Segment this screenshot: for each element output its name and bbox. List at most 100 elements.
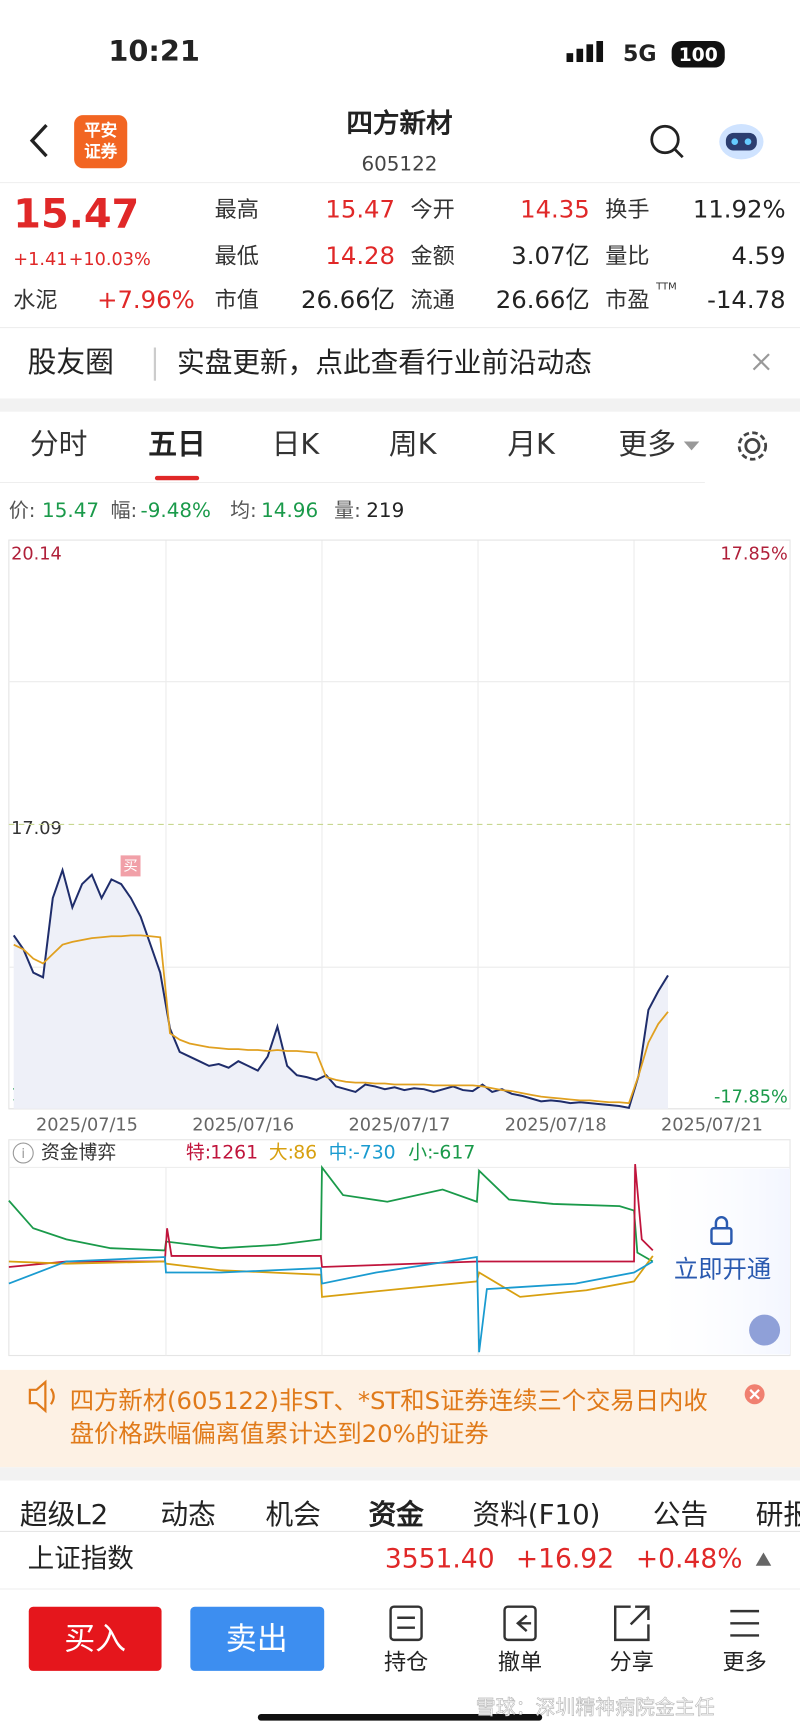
tab[interactable]: 更多	[619, 427, 677, 461]
section-tab[interactable]: 研报	[756, 1498, 800, 1531]
average-line	[13, 934, 669, 1105]
price-line	[12, 866, 669, 1110]
close-button[interactable]	[752, 353, 770, 371]
section-tab[interactable]: 超级L2	[20, 1498, 108, 1531]
speaker-icon	[28, 1379, 55, 1414]
price-chart: 20.1417.0914.0417.85%-17.85%2025/07/1520…	[8, 539, 791, 1135]
stat-label: 市盈	[605, 288, 649, 314]
stat-value: 4.59	[731, 241, 785, 270]
time: 10:21	[108, 34, 200, 68]
legend-value: -617	[433, 1143, 476, 1164]
tool-label[interactable]: 分享	[610, 1650, 654, 1676]
stat-value: 26.66亿	[496, 285, 590, 314]
price: 15.47	[13, 191, 139, 237]
assistant-button[interactable]	[719, 123, 764, 160]
tool-icons	[389, 1605, 760, 1642]
legend-value: 86	[293, 1143, 317, 1164]
info-label: 价:	[9, 499, 36, 522]
tool-label[interactable]: 更多	[723, 1650, 767, 1676]
notice-text[interactable]: 盘价格跌幅偏离值累计达到20%的证券	[70, 1419, 489, 1448]
home-indicator	[257, 1714, 543, 1721]
legend-name: 特:	[186, 1142, 211, 1164]
stat-label: 金额	[411, 243, 455, 269]
y2-tick-label: 17.85%	[720, 544, 787, 564]
notice-text[interactable]: 四方新材(605122)非ST、*ST和S证券连续三个交易日内收	[70, 1386, 708, 1415]
close-x	[749, 1389, 760, 1400]
stat-label: 最低	[215, 243, 259, 269]
info-value: -9.48%	[141, 499, 211, 522]
tab[interactable]: 日K	[272, 427, 321, 461]
buy-label: 买入	[64, 1621, 126, 1657]
fund-legend: 特: 1261 大: 86 中: -730 小: -617	[186, 1142, 475, 1164]
tab[interactable]: 月K	[507, 427, 556, 461]
legend-value: 1261	[210, 1143, 258, 1164]
buy-marker-text: 买	[123, 857, 137, 874]
settings-button[interactable]	[737, 431, 768, 461]
section-tabs: 超级L2 动态 机会 资金 资料(F10) 公告 研报	[20, 1498, 800, 1531]
fund-title: 资金博弈	[41, 1142, 116, 1164]
expand-icon[interactable]	[755, 1552, 772, 1566]
stat-value: -14.78	[707, 285, 785, 314]
tab[interactable]: 周K	[389, 427, 438, 461]
index-value: 3551.40	[385, 1544, 495, 1575]
community-label[interactable]: 股友圈	[28, 345, 114, 379]
index-change: +16.92	[516, 1544, 614, 1575]
stat-label: 换手	[605, 197, 649, 223]
tab-active[interactable]: 五日	[148, 427, 206, 461]
tool-label[interactable]: 持仓	[384, 1650, 428, 1676]
info-icon[interactable]	[12, 1142, 34, 1164]
index-bar[interactable]	[0, 1531, 800, 1589]
stat-label: 流通	[411, 288, 455, 314]
stock-code: 605122	[361, 152, 437, 175]
change-pct: +10.03%	[69, 250, 151, 270]
dropdown-icon	[683, 441, 700, 451]
section-tab[interactable]: 公告	[653, 1498, 708, 1531]
buy-button[interactable]	[28, 1606, 162, 1671]
sell-button[interactable]	[190, 1606, 325, 1671]
stat-label: 最高	[215, 197, 259, 223]
info-label: 量:	[334, 499, 361, 522]
back-button[interactable]	[29, 123, 48, 158]
line-medium	[8, 1256, 654, 1353]
info-label: 幅:	[111, 499, 138, 522]
stat-value: 11.92%	[693, 194, 786, 223]
x-tick-label: 2025/07/18	[505, 1115, 607, 1135]
sector-change: +7.96%	[97, 285, 195, 314]
section-tab[interactable]: 机会	[266, 1498, 321, 1531]
y-tick-label: 17.09	[11, 819, 62, 839]
info-label: 均:	[230, 499, 257, 522]
logo	[74, 115, 128, 169]
section-tab[interactable]: 资料(F10)	[472, 1498, 600, 1531]
change: +1.41	[13, 250, 67, 270]
tool-label[interactable]: 撤单	[498, 1650, 542, 1676]
info-value: 14.96	[261, 499, 318, 522]
x-tick-label: 2025/07/15	[36, 1115, 138, 1135]
price-area	[13, 870, 668, 1109]
stat-label: 今开	[411, 197, 455, 223]
line-small	[8, 1164, 654, 1263]
gap	[0, 398, 800, 412]
section-tab[interactable]: 动态	[160, 1498, 215, 1531]
section-tab[interactable]: 资金	[368, 1498, 424, 1531]
expand-button[interactable]	[749, 1314, 781, 1346]
info-value: 219	[366, 499, 404, 522]
info-line: 价: 15.47 幅: -9.48% 均: 14.96 量: 219	[9, 499, 404, 522]
tab[interactable]: 分时	[30, 427, 87, 461]
logo-text: 平安	[84, 120, 117, 140]
x-tick-label: 2025/07/17	[348, 1115, 450, 1135]
stat-value: 14.35	[520, 194, 590, 223]
unlock-button[interactable]: 立即开通	[674, 1254, 771, 1283]
notice-banner	[0, 1369, 800, 1468]
community-text[interactable]: 实盘更新，点此查看行业前沿动态	[177, 346, 592, 379]
watermark: 雪球：深圳精神病院金主任	[476, 1696, 715, 1719]
logo-text: 证券	[84, 141, 118, 161]
search-button[interactable]	[650, 124, 684, 159]
lock-icon	[710, 1216, 733, 1245]
tab-underline	[154, 475, 200, 481]
index-change-pct: +0.48%	[636, 1544, 743, 1575]
fund-lines	[8, 1164, 654, 1353]
legend-name: 大:	[269, 1142, 294, 1164]
info-value: 15.47	[42, 499, 99, 522]
stat-label: 量比	[605, 243, 649, 269]
